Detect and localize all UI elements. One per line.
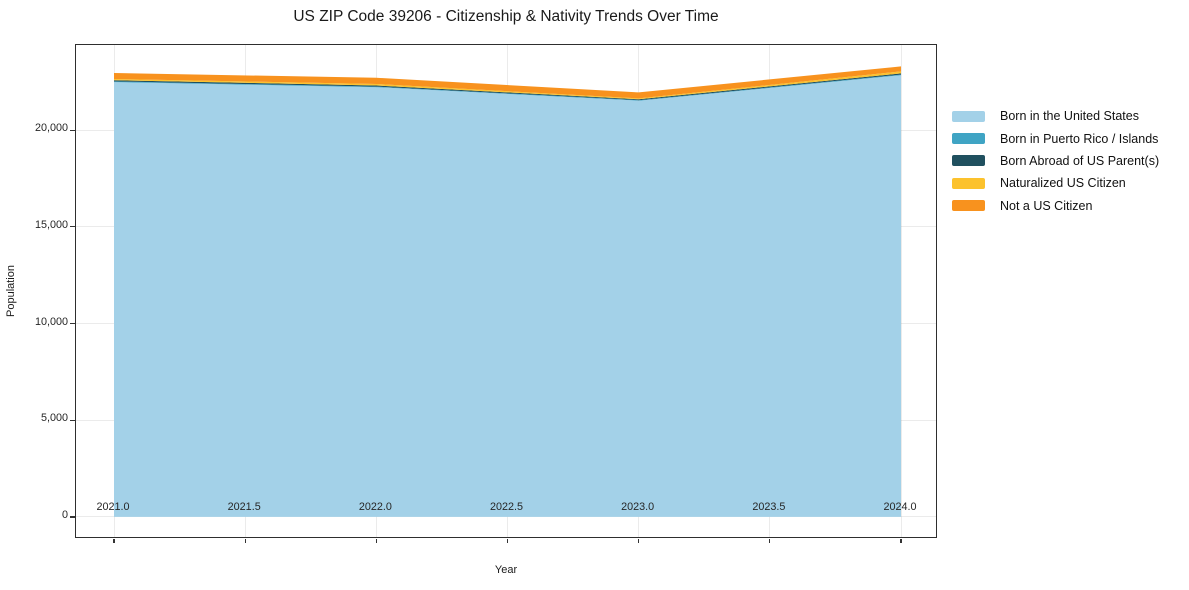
y-tick-mark <box>70 516 75 518</box>
stacked-area-plot <box>114 66 901 517</box>
legend-item-naturalized-us-citizen: Naturalized US Citizen <box>952 172 1159 194</box>
area-born-abroad-of-us-parent-s <box>114 73 901 101</box>
x-tick-mark <box>244 538 246 543</box>
legend-item-born-abroad-of-us-parent-s: Born Abroad of US Parent(s) <box>952 150 1159 172</box>
x-tick-label: 2023.0 <box>621 501 655 513</box>
chart-title: US ZIP Code 39206 - Citizenship & Nativi… <box>293 8 719 25</box>
x-tick-label: 2022.5 <box>490 501 524 513</box>
x-tick-mark <box>769 538 771 543</box>
x-tick-mark <box>375 538 377 543</box>
legend-item-born-in-the-united-states: Born in the United States <box>952 105 1159 127</box>
legend-swatch-naturalized-us-citizen <box>952 177 985 189</box>
area-not-a-us-citizen <box>114 66 901 99</box>
gridline-y-0 <box>76 516 936 518</box>
x-tick-mark <box>506 538 509 543</box>
legend-label: Born in Puerto Rico / Islands <box>1000 131 1159 146</box>
x-tick-label: 2024.0 <box>883 501 917 513</box>
y-tick-label: 0 <box>61 508 68 521</box>
area-born-in-puerto-rico-islands <box>114 74 901 101</box>
y-tick-mark <box>70 322 75 325</box>
y-axis-label: Population <box>5 265 17 317</box>
y-tick-mark <box>70 226 75 228</box>
y-tick-label: 5,000 <box>40 412 68 425</box>
legend-label: Not a US Citizen <box>1000 198 1093 213</box>
y-tick-label: 15,000 <box>34 218 68 231</box>
legend-label: Born in the United States <box>1000 109 1139 124</box>
y-tick-label: 10,000 <box>34 315 68 328</box>
legend-swatch-not-a-us-citizen <box>952 200 985 212</box>
legend-swatch-born-in-the-united-states <box>952 110 985 122</box>
legend-swatch-born-in-puerto-rico-islands <box>952 133 985 145</box>
y-tick-label: 20,000 <box>34 122 68 135</box>
area-naturalized-us-citizen <box>114 71 901 100</box>
area-born-in-the-united-states <box>114 75 901 517</box>
x-tick-mark <box>900 538 902 543</box>
legend: Born in the United States Born in Puerto … <box>952 105 1159 217</box>
y-tick-mark <box>70 129 75 131</box>
plot-area <box>70 44 937 543</box>
y-tick-mark <box>70 419 75 421</box>
x-tick-mark <box>638 538 640 543</box>
x-tick-label: 2021.5 <box>227 501 261 513</box>
x-axis-label: Year <box>494 564 518 576</box>
legend-item-born-in-puerto-rico-islands: Born in Puerto Rico / Islands <box>952 127 1159 149</box>
legend-swatch-born-abroad-of-us-parent-s <box>952 155 985 167</box>
legend-label: Naturalized US Citizen <box>1000 176 1126 191</box>
x-tick-label: 2022.0 <box>358 501 392 513</box>
legend-label: Born Abroad of US Parent(s) <box>1000 153 1160 168</box>
x-tick-label: 2023.5 <box>752 501 786 513</box>
x-tick-label: 2021.0 <box>96 501 130 513</box>
legend-item-not-a-us-citizen: Not a US Citizen <box>952 195 1159 217</box>
x-tick-mark <box>113 538 115 543</box>
